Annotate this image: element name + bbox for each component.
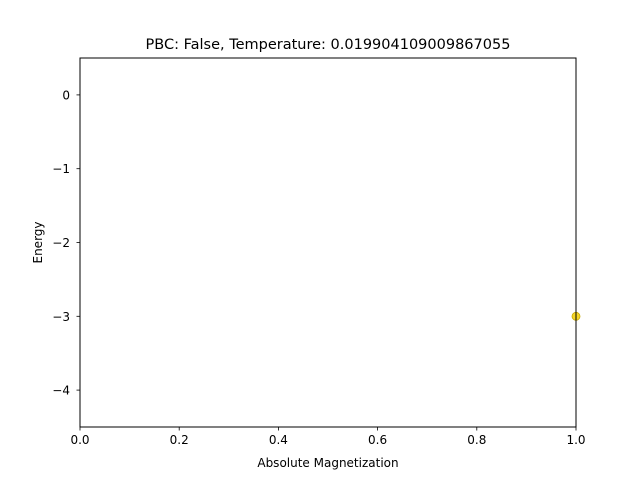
y-tick-label: −3 xyxy=(52,310,70,324)
plot-frame xyxy=(79,57,577,428)
y-axis-label: Energy xyxy=(31,221,45,263)
x-tick-label: 0.8 xyxy=(467,433,486,447)
x-tick-label: 0.0 xyxy=(70,433,89,447)
y-tick-label: 0 xyxy=(62,88,70,102)
y-tick-label: −4 xyxy=(52,384,70,398)
y-tick-label: −1 xyxy=(52,162,70,176)
x-axis-label: Absolute Magnetization xyxy=(257,456,398,470)
x-tick-label: 0.6 xyxy=(368,433,387,447)
x-tick-label: 1.0 xyxy=(566,433,585,447)
x-tick-label: 0.2 xyxy=(170,433,189,447)
x-tick-label: 0.4 xyxy=(269,433,288,447)
y-tick-label: −2 xyxy=(52,236,70,250)
chart-title: PBC: False, Temperature: 0.0199041090098… xyxy=(146,37,511,53)
